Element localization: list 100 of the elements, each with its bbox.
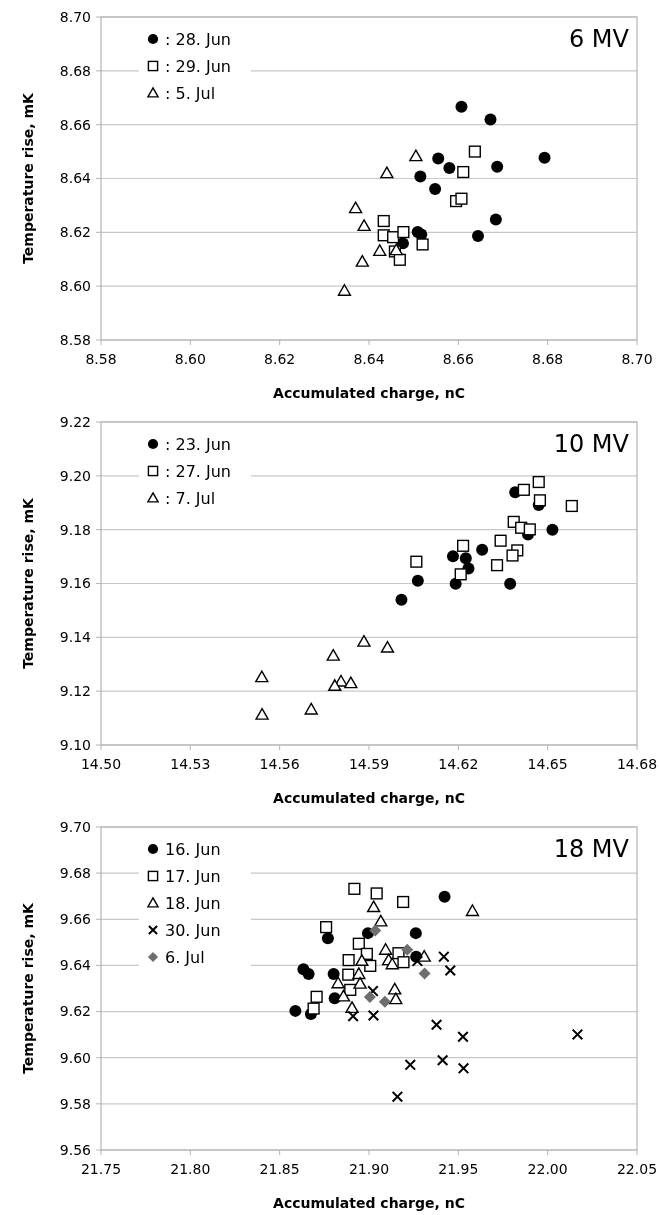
point bbox=[436, 1054, 449, 1067]
point bbox=[533, 494, 547, 507]
point bbox=[455, 192, 468, 205]
y-tick-label: 9.20 bbox=[59, 467, 91, 484]
y-tick-label: 9.14 bbox=[59, 629, 92, 646]
point bbox=[454, 568, 467, 581]
point bbox=[411, 955, 424, 967]
point bbox=[331, 976, 345, 989]
point bbox=[374, 914, 388, 927]
x-tick-label: 8.70 bbox=[621, 351, 653, 367]
point bbox=[348, 201, 363, 214]
x-axis-title: Accumulated charge, nC bbox=[273, 790, 465, 806]
y-tick-label: 9.62 bbox=[59, 1003, 91, 1020]
point bbox=[321, 932, 334, 945]
point bbox=[348, 882, 361, 895]
point bbox=[459, 552, 472, 565]
point bbox=[367, 1009, 380, 1022]
point bbox=[409, 927, 422, 940]
point bbox=[414, 170, 427, 183]
x-tick-label: 14.62 bbox=[438, 756, 479, 772]
point bbox=[355, 254, 369, 267]
x-tick-label: 14.56 bbox=[259, 756, 300, 772]
point bbox=[411, 574, 424, 587]
x-tick-label: 8.64 bbox=[353, 351, 385, 367]
point bbox=[336, 989, 351, 1002]
point bbox=[328, 679, 342, 691]
point bbox=[438, 890, 451, 903]
point bbox=[484, 113, 497, 126]
point bbox=[393, 253, 406, 266]
point bbox=[345, 1001, 359, 1014]
point bbox=[444, 964, 457, 977]
chart-title: 10 MV bbox=[553, 430, 630, 458]
x-tick-label: 22.05 bbox=[616, 1161, 658, 1177]
legend-label: : 7. Jul bbox=[165, 488, 216, 508]
legend-label: : 23. Jun bbox=[165, 434, 232, 454]
point bbox=[504, 577, 517, 590]
y-tick-label: 9.18 bbox=[59, 521, 91, 538]
point bbox=[429, 183, 442, 195]
point bbox=[355, 954, 369, 967]
point bbox=[342, 954, 355, 967]
legend-label: 30. Jun bbox=[165, 920, 221, 940]
legend-label: 6. Jul bbox=[165, 947, 205, 967]
x-tick-label: 8.60 bbox=[174, 351, 206, 367]
point bbox=[304, 702, 318, 715]
legend-label: : 28. Jun bbox=[165, 29, 232, 49]
y-tick-label: 9.60 bbox=[59, 1049, 91, 1066]
legend-label: : 5. Jul bbox=[165, 83, 216, 103]
point bbox=[565, 499, 578, 513]
point bbox=[307, 1002, 320, 1015]
point bbox=[430, 1018, 443, 1031]
y-tick-label: 9.68 bbox=[59, 865, 91, 882]
point bbox=[397, 225, 410, 239]
x-tick-label: 21.95 bbox=[438, 1161, 479, 1177]
point bbox=[409, 149, 423, 162]
y-axis-title: Temperature rise, mK bbox=[20, 91, 36, 264]
point bbox=[342, 968, 355, 981]
x-tick-label: 14.59 bbox=[348, 756, 390, 772]
legend-label: 16. Jun bbox=[165, 839, 221, 859]
y-axis-title: Temperature rise, mK bbox=[20, 901, 36, 1074]
point bbox=[457, 539, 470, 552]
chart-title: 18 MV bbox=[553, 835, 630, 863]
point bbox=[366, 900, 381, 913]
x-tick-label: 14.50 bbox=[80, 756, 122, 772]
point bbox=[397, 956, 410, 969]
y-tick-label: 9.58 bbox=[59, 1095, 91, 1112]
y-tick-label: 9.16 bbox=[59, 575, 92, 592]
point bbox=[438, 950, 450, 963]
x-tick-label: 21.80 bbox=[170, 1161, 211, 1177]
y-tick-label: 9.66 bbox=[59, 911, 92, 928]
point bbox=[471, 230, 484, 243]
y-tick-label: 8.68 bbox=[59, 62, 91, 79]
point bbox=[357, 219, 371, 232]
point bbox=[378, 943, 393, 955]
x-tick-label: 14.68 bbox=[616, 756, 658, 772]
x-tick-label: 8.68 bbox=[532, 351, 564, 367]
point bbox=[369, 924, 382, 937]
point bbox=[468, 145, 481, 158]
y-tick-label: 9.10 bbox=[59, 736, 91, 753]
x-tick-label: 21.75 bbox=[80, 1161, 122, 1177]
point bbox=[523, 523, 536, 536]
point bbox=[353, 976, 367, 989]
point bbox=[538, 151, 551, 164]
point bbox=[397, 895, 410, 909]
point bbox=[418, 967, 431, 980]
point bbox=[411, 226, 424, 239]
chart-title: 6 MV bbox=[568, 25, 630, 53]
point bbox=[517, 483, 530, 496]
point bbox=[571, 1028, 584, 1041]
point bbox=[476, 543, 489, 556]
x-tick-label: 14.53 bbox=[170, 756, 211, 772]
point bbox=[416, 238, 429, 251]
point bbox=[490, 559, 504, 572]
point bbox=[320, 921, 333, 934]
point bbox=[455, 100, 468, 113]
y-tick-label: 9.22 bbox=[59, 413, 91, 430]
y-tick-label: 9.70 bbox=[59, 818, 91, 835]
point bbox=[367, 985, 379, 997]
y-tick-label: 8.70 bbox=[59, 8, 91, 25]
legend-label: : 27. Jun bbox=[165, 461, 232, 481]
point bbox=[378, 995, 391, 1008]
